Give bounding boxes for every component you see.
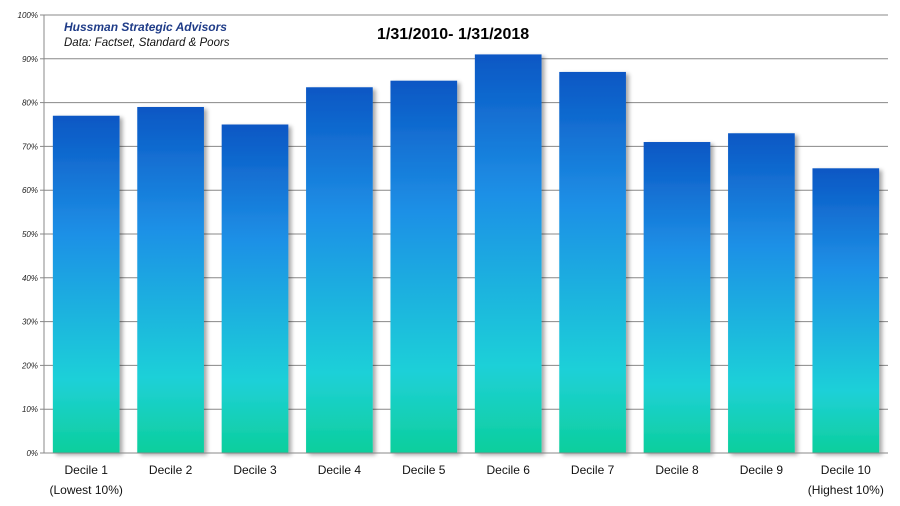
x-tick-label: Decile 1 (65, 463, 109, 477)
y-tick-label: 80% (22, 99, 38, 108)
x-tick-sublabel: (Highest 10%) (808, 483, 884, 497)
y-tick-label: 70% (22, 142, 38, 151)
x-tick-label: Decile 3 (233, 463, 277, 477)
bar-3 (221, 124, 289, 453)
x-tick-label: Decile 7 (571, 463, 615, 477)
bar-6 (474, 54, 542, 454)
x-tick-label: Decile 10 (821, 463, 871, 477)
y-tick-label: 60% (22, 186, 38, 195)
y-tick-label: 10% (22, 405, 38, 414)
bar-8 (643, 142, 711, 453)
bar-1 (52, 115, 120, 454)
y-axis-ticks: 0% 10% 20% 30% 40% 50% 60% 70% 80% 90% 100% (18, 11, 44, 458)
source-data: Data: Factset, Standard & Poors (64, 37, 230, 49)
x-tick-label: Decile 2 (149, 463, 193, 477)
y-tick-label: 0% (26, 449, 38, 458)
y-tick-label: 30% (22, 318, 38, 327)
bar-10 (812, 168, 880, 454)
chart-title: 1/31/2010- 1/31/2018 (377, 26, 530, 43)
x-tick-label: Decile 5 (402, 463, 446, 477)
y-tick-label: 20% (21, 361, 38, 370)
bar-4 (306, 87, 373, 454)
x-tick-label: Decile 8 (655, 463, 699, 477)
y-tick-label: 40% (22, 274, 38, 283)
bar-5 (390, 80, 458, 453)
x-tick-label: Decile 4 (318, 463, 362, 477)
y-tick-label: 90% (22, 55, 38, 64)
y-tick-label: 100% (18, 11, 38, 20)
source-title: Hussman Strategic Advisors (64, 20, 227, 34)
bar-2 (137, 106, 204, 453)
bar-7 (559, 71, 626, 453)
bars (52, 54, 880, 454)
x-tick-label: Decile 6 (487, 463, 531, 477)
y-tick-label: 50% (22, 230, 38, 239)
source-block: Hussman Strategic Advisors Data: Factset… (64, 20, 230, 51)
x-tick-sublabel: (Lowest 10%) (50, 483, 123, 497)
x-axis-labels: Decile 1 (Lowest 10%) Decile 2 Decile 3 Deci… (50, 463, 884, 497)
x-tick-label: Decile 9 (740, 463, 784, 477)
bar-9 (728, 133, 795, 453)
